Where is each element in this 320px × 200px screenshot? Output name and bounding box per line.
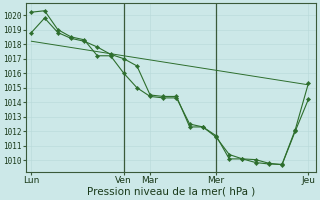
X-axis label: Pression niveau de la mer( hPa ): Pression niveau de la mer( hPa ) [87,187,255,197]
